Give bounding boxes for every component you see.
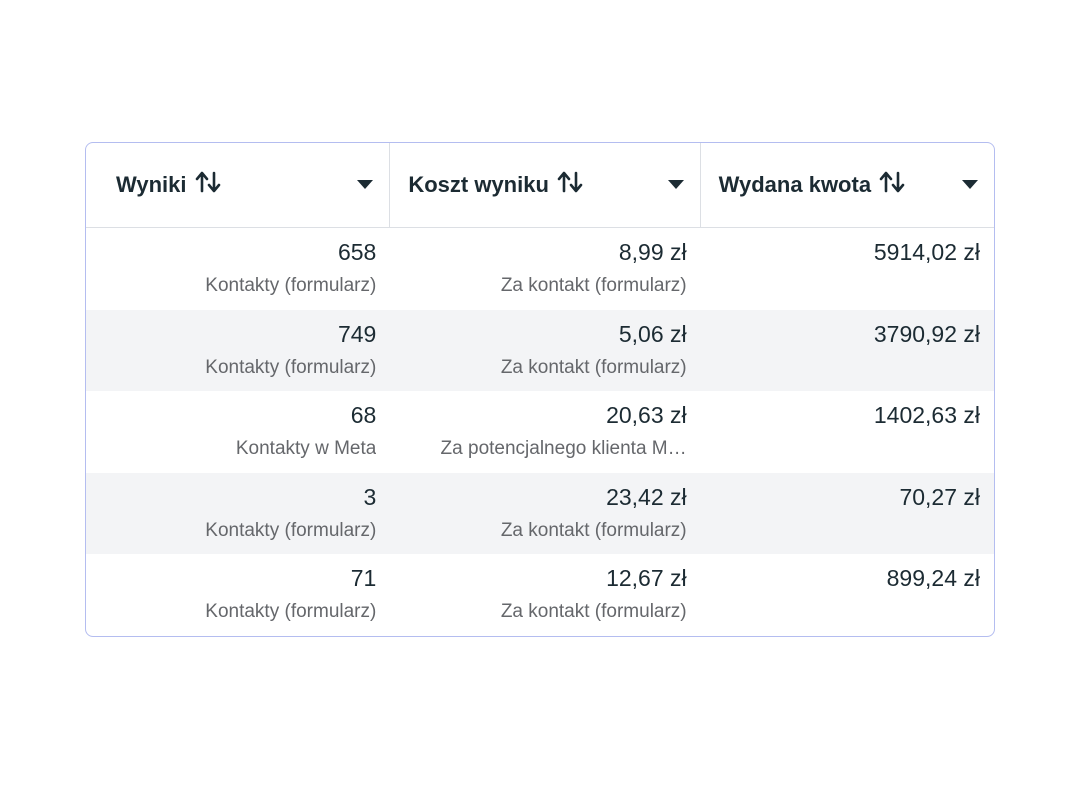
table-row[interactable]: 68 Kontakty w Meta 20,63 zł Za potencjal… bbox=[86, 391, 994, 473]
results-value: 658 bbox=[337, 239, 377, 265]
cost-type: Za kontakt (formularz) bbox=[500, 601, 687, 622]
cost-cell: 23,42 zł Za kontakt (formularz) bbox=[390, 473, 700, 555]
column-header-wyniki[interactable]: Wyniki bbox=[86, 143, 391, 227]
spent-value: 5914,02 zł bbox=[873, 239, 980, 265]
results-cell: 658 Kontakty (formularz) bbox=[86, 228, 390, 310]
results-cell: 749 Kontakty (formularz) bbox=[86, 310, 390, 392]
spent-cell: 1402,63 zł bbox=[701, 391, 994, 473]
column-header-label: Koszt wyniku bbox=[408, 172, 549, 197]
results-value: 749 bbox=[337, 320, 377, 347]
results-cell: 68 Kontakty w Meta bbox=[86, 391, 390, 473]
cost-cell: 5,06 zł Za kontakt (formularz) bbox=[390, 310, 700, 392]
caret-down-icon[interactable] bbox=[357, 180, 374, 189]
table-row[interactable]: 71 Kontakty (formularz) 12,67 zł Za kont… bbox=[86, 554, 994, 636]
results-type: Kontakty (formularz) bbox=[205, 601, 377, 622]
spent-value: 3790,92 zł bbox=[873, 320, 980, 347]
spent-cell: 899,24 zł bbox=[701, 554, 994, 636]
cost-value: 8,99 zł bbox=[618, 239, 687, 265]
cost-type: Za kontakt (formularz) bbox=[500, 275, 687, 296]
cost-cell: 12,67 zł Za kontakt (formularz) bbox=[390, 554, 700, 636]
table-row[interactable]: 658 Kontakty (formularz) 8,99 zł Za kont… bbox=[86, 228, 994, 310]
results-type: Kontakty (formularz) bbox=[205, 275, 377, 296]
column-header-koszt-wyniku[interactable]: Koszt wyniku bbox=[390, 143, 701, 227]
spent-value: 70,27 zł bbox=[899, 483, 980, 510]
cost-value: 23,42 zł bbox=[606, 483, 687, 510]
table-header: Wyniki Koszt wyniku Wydana kwota bbox=[86, 143, 994, 228]
sort-arrows-icon[interactable] bbox=[879, 170, 905, 194]
cost-value: 5,06 zł bbox=[618, 320, 687, 347]
cost-type: Za kontakt (formularz) bbox=[500, 356, 687, 378]
spent-cell: 3790,92 zł bbox=[701, 310, 994, 392]
table-row[interactable]: 3 Kontakty (formularz) 23,42 zł Za konta… bbox=[86, 472, 994, 555]
cost-type: Za kontakt (formularz) bbox=[500, 519, 687, 541]
sort-arrows-icon[interactable] bbox=[557, 170, 583, 194]
results-cell: 3 Kontakty (formularz) bbox=[86, 473, 390, 555]
column-header-label: Wydana kwota bbox=[718, 172, 872, 197]
spent-value: 1402,63 zł bbox=[873, 402, 980, 428]
results-type: Kontakty (formularz) bbox=[205, 519, 377, 541]
spent-cell: 5914,02 zł bbox=[701, 228, 994, 310]
table-row[interactable]: 749 Kontakty (formularz) 5,06 zł Za kont… bbox=[86, 309, 994, 392]
cost-value: 12,67 zł bbox=[606, 565, 687, 591]
cost-value: 20,63 zł bbox=[606, 402, 687, 428]
cost-type: Za potencjalnego klienta M… bbox=[440, 438, 687, 459]
cost-cell: 20,63 zł Za potencjalnego klienta M… bbox=[390, 391, 700, 473]
results-type: Kontakty w Meta bbox=[235, 438, 377, 459]
results-value: 3 bbox=[363, 483, 377, 510]
results-type: Kontakty (formularz) bbox=[205, 356, 377, 378]
column-header-label: Wyniki bbox=[116, 172, 187, 197]
caret-down-icon[interactable] bbox=[667, 180, 684, 189]
results-cell: 71 Kontakty (formularz) bbox=[86, 554, 390, 636]
cost-cell: 8,99 zł Za kontakt (formularz) bbox=[390, 228, 700, 310]
caret-down-icon[interactable] bbox=[962, 180, 978, 189]
sort-arrows-icon[interactable] bbox=[195, 170, 221, 194]
column-header-wydana-kwota[interactable]: Wydana kwota bbox=[701, 143, 994, 227]
spent-cell: 70,27 zł bbox=[701, 473, 994, 555]
results-value: 68 bbox=[350, 402, 377, 428]
results-value: 71 bbox=[350, 565, 377, 591]
results-table: Wyniki Koszt wyniku Wydana kwota bbox=[85, 142, 995, 637]
spent-value: 899,24 zł bbox=[886, 565, 980, 591]
